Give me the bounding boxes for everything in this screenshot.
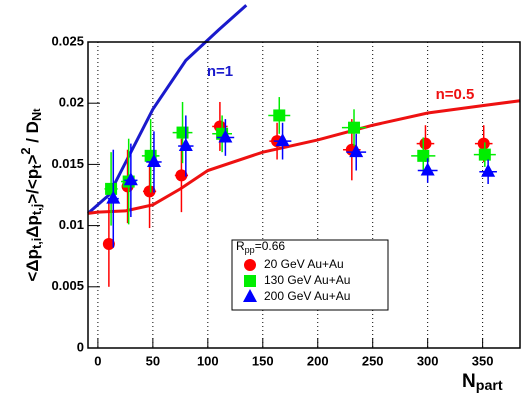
marker xyxy=(419,137,432,150)
label-part: t xyxy=(32,108,43,112)
model-curve xyxy=(87,99,521,215)
x-tick-label: 350 xyxy=(472,353,494,368)
marker xyxy=(176,126,189,139)
label-part: =0.66 xyxy=(255,239,286,253)
marker xyxy=(481,163,496,177)
marker xyxy=(417,149,430,162)
y-tick-label: 0.015 xyxy=(51,156,84,171)
y-tick-label: 0 xyxy=(77,339,84,354)
marker xyxy=(175,169,188,182)
label-part: t xyxy=(29,164,44,169)
x-tick-label: 100 xyxy=(197,353,219,368)
label-part: N xyxy=(462,371,476,392)
label-part: Δp xyxy=(23,215,42,238)
marker xyxy=(178,138,193,152)
marker xyxy=(102,237,115,250)
legend-label: 200 GeV Au+Au xyxy=(264,289,350,303)
curve-label: n=0.5 xyxy=(436,86,475,103)
marker xyxy=(218,129,233,143)
x-tick-label: 200 xyxy=(307,353,329,368)
label-part: <Δp xyxy=(23,249,42,282)
curve-label: n=1 xyxy=(207,63,233,80)
y-tick-label: 0.025 xyxy=(51,33,84,48)
marker xyxy=(143,185,156,198)
x-tick-label: 0 xyxy=(94,353,101,368)
label-part: >/<p xyxy=(23,169,42,204)
x-axis-label: Npart xyxy=(462,371,503,394)
marker xyxy=(420,162,435,176)
label-part: R xyxy=(236,239,245,253)
marker xyxy=(348,121,361,134)
legend-label: 20 GeV Au+Au xyxy=(264,257,344,271)
label-part: t,j xyxy=(29,204,44,215)
legend-title: Rpp=0.66 xyxy=(236,239,285,255)
x-tick-label: 250 xyxy=(362,353,384,368)
marker xyxy=(244,259,256,271)
y-tick-label: 0.01 xyxy=(59,217,84,232)
label-part: > xyxy=(23,155,42,165)
label-part: part xyxy=(476,378,503,394)
label-part: pp xyxy=(245,245,255,255)
marker xyxy=(146,153,161,167)
x-tick-label: 300 xyxy=(417,353,439,368)
legend-box xyxy=(231,239,389,311)
marker xyxy=(105,182,118,195)
marker xyxy=(275,133,290,147)
label-part: t,i xyxy=(29,238,44,249)
plot-frame xyxy=(87,41,521,349)
marker xyxy=(123,172,138,186)
label-part: 2 xyxy=(18,148,33,155)
marker xyxy=(273,109,286,122)
x-tick-label: 150 xyxy=(252,353,274,368)
marker xyxy=(477,137,490,150)
x-tick-label: 50 xyxy=(146,353,160,368)
y-axis-label: <Δpt,iΔpt,j>/<pt>2 / DNt xyxy=(18,108,44,282)
legend-label: 130 GeV Au+Au xyxy=(264,273,350,287)
y-tick-label: 0.02 xyxy=(59,95,84,110)
marker xyxy=(243,289,257,302)
model-curve xyxy=(87,4,248,215)
marker xyxy=(478,148,491,161)
y-tick-label: 0.005 xyxy=(51,278,84,293)
label-part: / D xyxy=(23,121,42,147)
marker xyxy=(349,144,364,158)
label-part: N xyxy=(29,112,44,121)
marker xyxy=(106,190,121,204)
marker xyxy=(244,275,256,287)
